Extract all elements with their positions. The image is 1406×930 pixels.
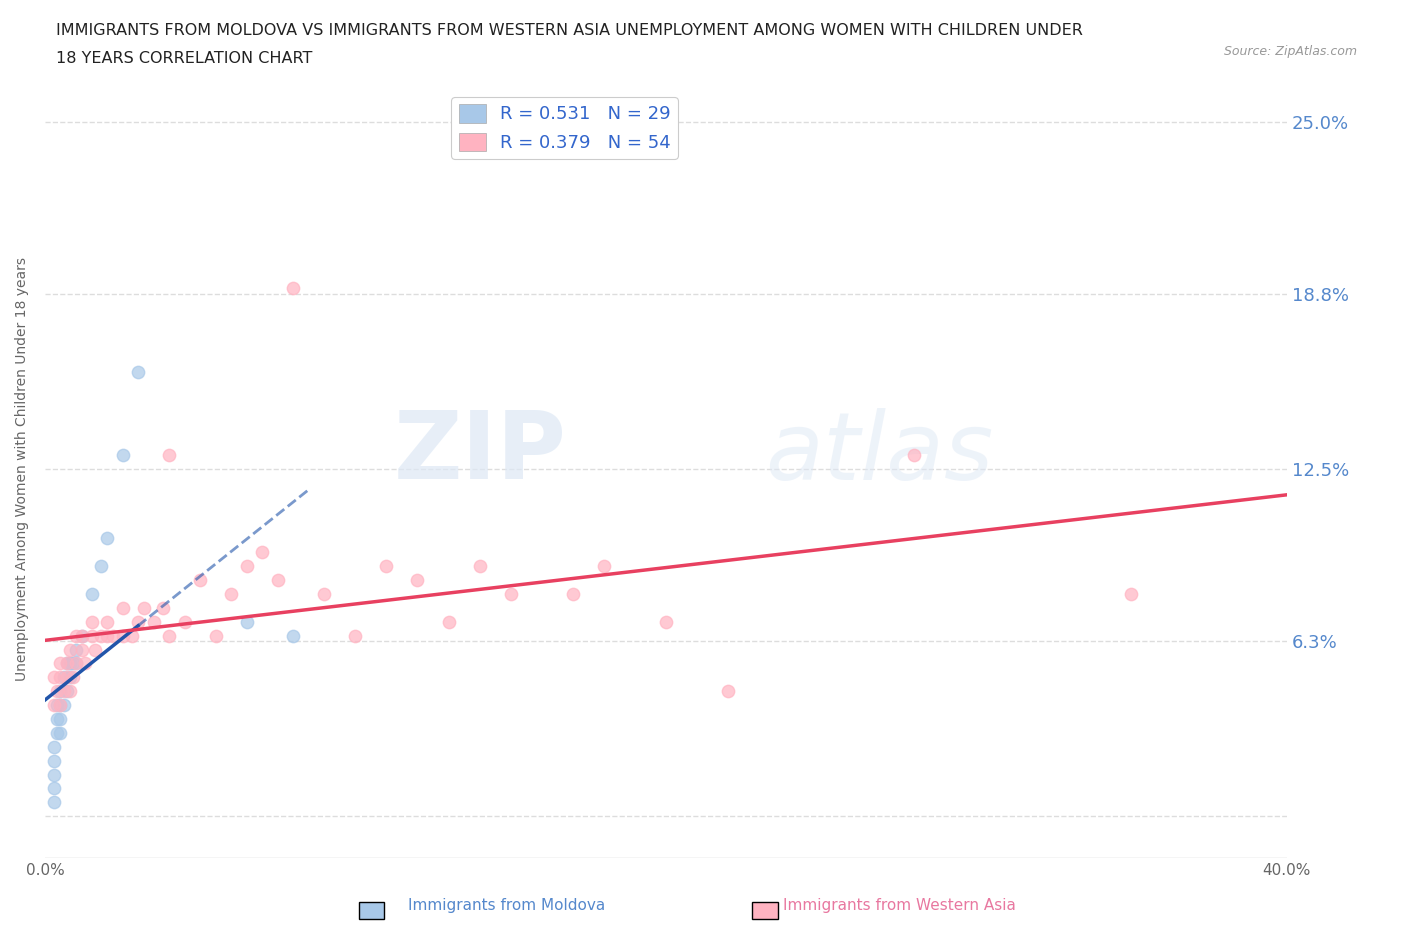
Point (62, 656, 84, 671)
Text: Immigrants from Western Asia: Immigrants from Western Asia (783, 897, 1017, 912)
Point (96, 629, 118, 644)
Point (52, 684, 75, 698)
Point (127, 615, 149, 630)
Point (55, 656, 77, 671)
Point (83, 642, 105, 657)
Point (236, 615, 259, 630)
Point (70, 629, 93, 644)
Point (103, 629, 125, 644)
Legend: R = 0.531   N = 29, R = 0.379   N = 54: R = 0.531 N = 29, R = 0.379 N = 54 (451, 97, 678, 159)
Point (55, 684, 77, 698)
Point (49, 711, 72, 726)
Point (44, 698, 66, 712)
Point (903, 447, 925, 462)
Point (80, 629, 103, 644)
Point (157, 629, 180, 644)
Point (152, 601, 174, 616)
Point (44, 753, 66, 768)
Point (65, 656, 87, 671)
Point (70, 642, 93, 657)
Point (59, 656, 82, 671)
Point (44, 795, 66, 810)
Point (52, 670, 75, 684)
Point (49, 684, 72, 698)
Text: Immigrants from Moldova: Immigrants from Moldova (408, 897, 605, 912)
Point (236, 559, 259, 574)
Point (111, 629, 134, 644)
Point (46, 684, 69, 698)
Text: IMMIGRANTS FROM MOLDOVA VS IMMIGRANTS FROM WESTERN ASIA UNEMPLOYMENT AMONG WOMEN: IMMIGRANTS FROM MOLDOVA VS IMMIGRANTS FR… (56, 23, 1083, 38)
Point (655, 615, 678, 630)
Point (55, 656, 77, 671)
Point (59, 670, 82, 684)
Point (55, 670, 77, 684)
Point (75, 656, 97, 671)
Point (46, 711, 69, 726)
Point (561, 587, 583, 602)
Point (44, 767, 66, 782)
Point (406, 573, 429, 588)
Point (252, 545, 274, 560)
Point (344, 629, 367, 644)
Point (49, 698, 72, 712)
Point (70, 629, 93, 644)
Point (59, 684, 82, 698)
Point (49, 656, 72, 671)
Point (62, 670, 84, 684)
Point (80, 587, 103, 602)
Point (283, 629, 305, 644)
Point (121, 629, 143, 644)
Point (188, 573, 211, 588)
Point (52, 698, 75, 712)
Point (219, 587, 242, 602)
Point (96, 531, 118, 546)
Point (65, 629, 87, 644)
Point (80, 615, 103, 630)
Point (90, 559, 112, 574)
Point (375, 559, 398, 574)
Point (49, 670, 72, 684)
Text: ZIP: ZIP (394, 407, 567, 499)
Point (127, 365, 149, 379)
Point (142, 615, 165, 630)
Point (157, 447, 180, 462)
Point (65, 656, 87, 671)
Point (1121, 587, 1143, 602)
Point (46, 698, 69, 712)
Point (111, 601, 134, 616)
Point (111, 447, 134, 462)
Point (46, 725, 69, 740)
Point (173, 615, 195, 630)
Point (65, 642, 87, 657)
Point (90, 629, 112, 644)
Point (592, 559, 614, 574)
Point (717, 684, 740, 698)
Text: Source: ZipAtlas.com: Source: ZipAtlas.com (1223, 45, 1357, 58)
Point (468, 559, 491, 574)
Point (314, 587, 336, 602)
Point (134, 601, 156, 616)
Point (44, 781, 66, 796)
Text: 18 YEARS CORRELATION CHART: 18 YEARS CORRELATION CHART (56, 51, 312, 66)
Point (499, 587, 522, 602)
Point (49, 725, 72, 740)
Point (204, 629, 226, 644)
Point (283, 281, 305, 296)
Point (437, 615, 460, 630)
Point (49, 698, 72, 712)
Point (44, 670, 66, 684)
Y-axis label: Unemployment Among Women with Children Under 18 years: Unemployment Among Women with Children U… (15, 257, 30, 681)
Point (59, 642, 82, 657)
Text: atlas: atlas (765, 408, 994, 499)
Point (44, 739, 66, 754)
Point (96, 615, 118, 630)
Point (267, 573, 290, 588)
